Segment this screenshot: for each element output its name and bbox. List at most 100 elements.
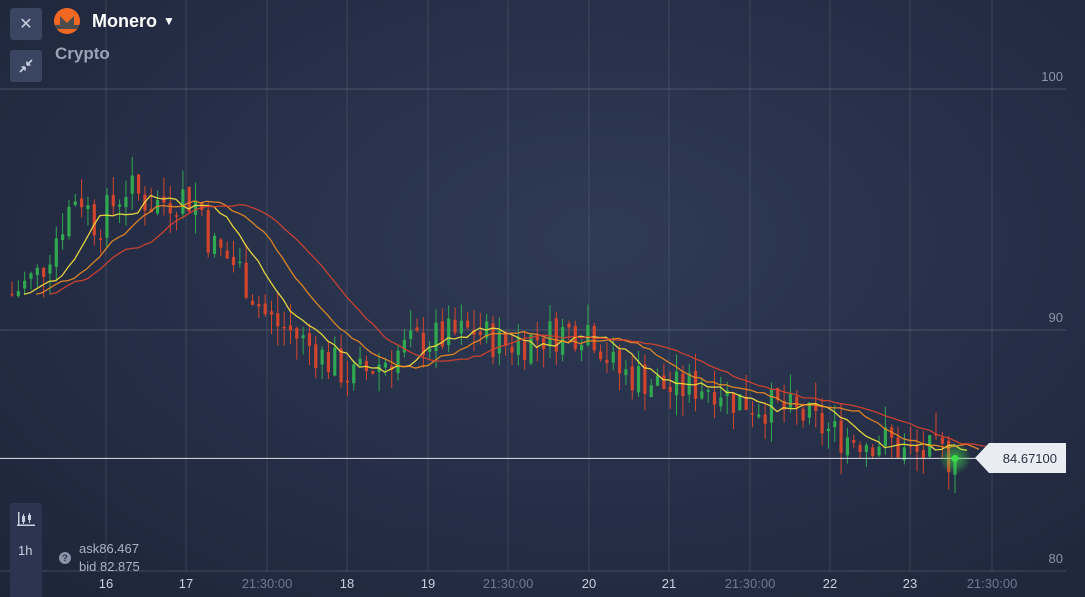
candle-body (902, 447, 906, 461)
candle-body (250, 300, 255, 305)
candle-body (80, 198, 84, 208)
candle-body (617, 350, 622, 374)
candle-body (263, 303, 267, 315)
candle-body (750, 413, 755, 415)
candle-body (187, 187, 191, 212)
candle-body (719, 397, 723, 407)
candle-body (864, 445, 868, 452)
candlestick-chart-icon[interactable] (17, 512, 35, 526)
candle-body (915, 445, 919, 452)
moving-average-mid (35, 200, 980, 450)
candle-body (795, 396, 799, 408)
timeframe-selector[interactable]: 1h (18, 543, 33, 558)
candle-body (35, 267, 39, 276)
candle-body (447, 318, 451, 345)
asset-category: Crypto (55, 44, 110, 63)
candle-body (598, 351, 603, 360)
candle-body (162, 196, 166, 203)
candle-body (307, 333, 312, 346)
bid-price: bid 82.875 (79, 559, 140, 574)
candle-body (839, 420, 843, 453)
candle-body (554, 318, 558, 352)
candle-body (807, 402, 812, 418)
candle-body (725, 390, 729, 396)
candle-body (516, 338, 520, 355)
candle-body (763, 414, 767, 424)
asset-name: Monero (92, 10, 157, 31)
candle-body (529, 334, 533, 364)
candle-body (428, 348, 432, 352)
candle-body (73, 201, 77, 205)
candle-body (630, 366, 634, 391)
candle-body (136, 174, 141, 194)
candle-body (320, 349, 324, 365)
candle-body (548, 321, 552, 346)
candle-body (649, 385, 653, 398)
collapse-icon (19, 59, 33, 73)
candle-body (276, 313, 280, 327)
chart-tools-panel (10, 503, 42, 597)
x-tick-label: 23 (902, 576, 918, 591)
candle-body (238, 261, 242, 264)
current-price-marker (951, 454, 959, 462)
x-tick-label: 21:30:00 (724, 576, 776, 591)
candle-body (181, 189, 185, 214)
candle-body (29, 273, 33, 279)
candle-body (909, 445, 913, 447)
candle-body (801, 408, 805, 421)
candle-body (871, 447, 875, 457)
chevron-down-icon: ▼ (163, 14, 175, 28)
candle-body (402, 339, 406, 353)
candle-body (845, 437, 850, 456)
moving-average-slow (49, 203, 994, 449)
candle-body (105, 195, 109, 238)
x-tick-label: 21:30:00 (482, 576, 534, 591)
candle-body (352, 364, 356, 384)
candle-body (99, 238, 103, 240)
candle-body (605, 359, 609, 363)
candle-body (706, 390, 710, 392)
candle-body (244, 262, 248, 298)
candle-body (415, 327, 419, 331)
candle-body (174, 215, 179, 217)
candle-body (858, 445, 862, 452)
candle-body (193, 200, 198, 216)
candle-body (586, 324, 590, 345)
x-tick-label: 18 (339, 576, 355, 591)
candle-body (788, 394, 793, 408)
candle-body (48, 264, 52, 274)
candle-body (466, 320, 470, 328)
candle-body (852, 439, 856, 443)
candle-body (567, 323, 571, 328)
candle-body (269, 311, 274, 315)
candle-body (883, 427, 887, 446)
candle-body (611, 351, 615, 363)
x-tick-label: 17 (178, 576, 194, 591)
chart-grid (0, 0, 1066, 571)
candle-body (130, 175, 134, 194)
candle-body (636, 366, 641, 393)
x-tick-label: 22 (822, 576, 838, 591)
asset-selector[interactable]: Monero ▼ (54, 8, 175, 34)
candle-body (940, 437, 944, 444)
candle-body (339, 348, 343, 383)
close-button[interactable]: ✕ (10, 8, 42, 40)
help-icon[interactable]: ? (59, 552, 71, 564)
candle-body (510, 346, 514, 353)
candle-body (111, 195, 115, 207)
candle-body (288, 325, 293, 331)
x-tick-label: 19 (420, 576, 436, 591)
candle-body (282, 326, 286, 329)
candle-body (396, 350, 400, 373)
candle-body (92, 204, 96, 236)
candle-body (655, 375, 660, 386)
candle-body (814, 403, 818, 412)
candle-body (67, 206, 71, 237)
candle-body (504, 334, 508, 346)
candle-body (326, 351, 331, 373)
candle-body (896, 437, 900, 458)
candle-body (225, 250, 229, 259)
collapse-button[interactable] (10, 50, 42, 82)
candle-body (712, 391, 717, 405)
